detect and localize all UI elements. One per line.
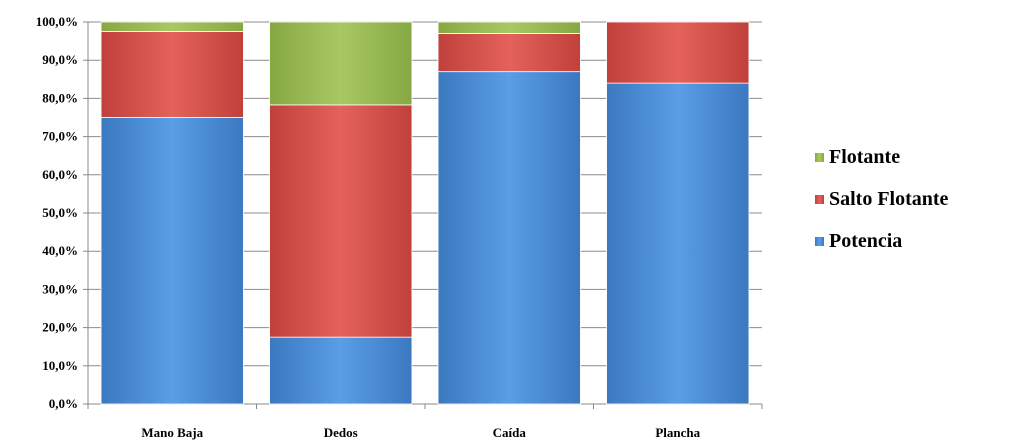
y-tick-label: 10,0% (42, 358, 78, 373)
bar-potencia-dedos (269, 336, 413, 405)
bar-potencia-mano-baja (100, 117, 244, 405)
bar-salto-flotante-plancha (606, 21, 750, 84)
y-tick-label: 40,0% (42, 243, 78, 258)
legend-swatch-flotante (815, 153, 824, 162)
legend-swatch-salto-flotante (815, 195, 824, 204)
legend-label-flotante: Flotante (829, 146, 900, 168)
bar-flotante-caida (437, 21, 581, 34)
y-tick-label: 60,0% (42, 167, 78, 182)
x-category-label: Caída (493, 425, 527, 440)
bar-potencia-caida (437, 71, 581, 405)
bar-salto-flotante-mano-baja (100, 31, 244, 118)
y-axis-tick-labels: 0,0% 10,0% 20,0% 30,0% 40,0% 50,0% 60,0% 70,0% 8… (36, 14, 78, 411)
x-category-label: Plancha (655, 425, 700, 440)
legend-swatch-potencia (815, 237, 824, 246)
x-category-label: Dedos (324, 425, 358, 440)
y-tick-label: 90,0% (42, 52, 78, 67)
bar-flotante-mano-baja (100, 21, 244, 32)
y-tick-label: 20,0% (42, 320, 78, 335)
y-tick-label: 80,0% (42, 90, 78, 105)
x-axis-category-labels: Mano Baja Dedos Caída Plancha (141, 425, 700, 440)
bar-salto-flotante-dedos (269, 104, 413, 338)
legend: Flotante Salto Flotante Potencia (815, 146, 949, 252)
y-tick-label: 50,0% (42, 205, 78, 220)
y-tick-label: 70,0% (42, 129, 78, 144)
bar-potencia-plancha (606, 82, 750, 405)
bars (100, 21, 750, 405)
legend-label-salto-flotante: Salto Flotante (829, 188, 949, 210)
bar-flotante-dedos (269, 21, 413, 106)
x-category-label: Mano Baja (141, 425, 203, 440)
bar-salto-flotante-caida (437, 33, 581, 73)
y-tick-label: 100,0% (36, 14, 78, 29)
y-tick-label: 30,0% (42, 281, 78, 296)
legend-label-potencia: Potencia (829, 230, 902, 252)
y-tick-label: 0,0% (49, 396, 78, 411)
